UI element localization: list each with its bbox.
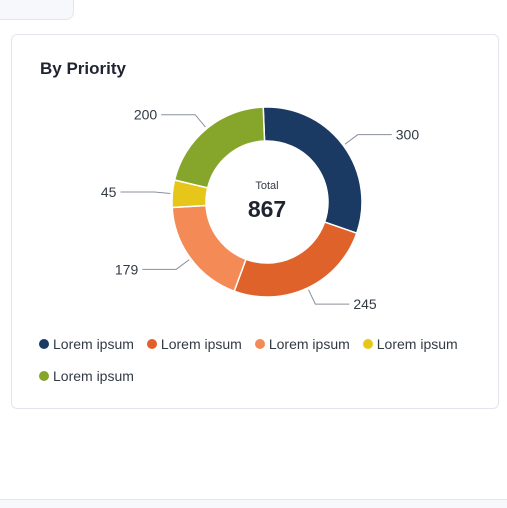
legend-item[interactable]: Lorem ipsum <box>146 334 242 354</box>
legend-item[interactable]: Lorem ipsum <box>39 366 134 386</box>
slice-value-label: 200 <box>134 107 158 123</box>
legend-label: Lorem ipsum <box>268 336 350 352</box>
legend-dot-icon <box>39 339 49 349</box>
legend-label: Lorem ipsum <box>53 368 134 384</box>
total-value: 867 <box>248 196 286 222</box>
legend-item[interactable]: Lorem ipsum <box>39 334 134 354</box>
legend-dot-icon <box>146 339 157 349</box>
legend-dot-icon <box>39 371 49 381</box>
legend-label: Lorem ipsum <box>53 336 134 352</box>
slice-value-label: 45 <box>101 184 117 200</box>
slice-value-label: 245 <box>353 296 377 312</box>
legend-dot-icon <box>254 339 265 349</box>
leader-line <box>308 289 350 305</box>
leader-line <box>161 114 206 128</box>
donut-slice[interactable] <box>173 106 266 189</box>
bottom-bar <box>0 499 507 508</box>
chart-legend: Lorem ipsum Lorem ipsum Lorem ipsum Lorem i… <box>39 334 489 386</box>
donut-chart: 300 245 179 45 200 Total 867 <box>101 106 420 312</box>
legend-label: Lorem ipsum <box>376 336 458 352</box>
legend-item[interactable]: Lorem ipsum <box>254 334 350 354</box>
priority-card: By Priority 300 245 179 45 200 Total 867 Lor… <box>11 34 499 409</box>
donut-slice[interactable] <box>171 204 247 293</box>
slice-value-label: 300 <box>396 127 420 143</box>
legend-dot-icon <box>362 339 373 349</box>
leader-line <box>344 134 392 145</box>
legend-label: Lorem ipsum <box>160 336 242 352</box>
card-title: By Priority <box>40 59 126 78</box>
donut-slice[interactable] <box>233 221 358 298</box>
leader-line <box>142 259 190 270</box>
top-tab[interactable] <box>0 0 74 20</box>
total-label: Total <box>255 180 278 192</box>
slice-value-label: 179 <box>115 261 139 277</box>
leader-line <box>120 191 171 194</box>
legend-item[interactable]: Lorem ipsum <box>362 334 458 354</box>
